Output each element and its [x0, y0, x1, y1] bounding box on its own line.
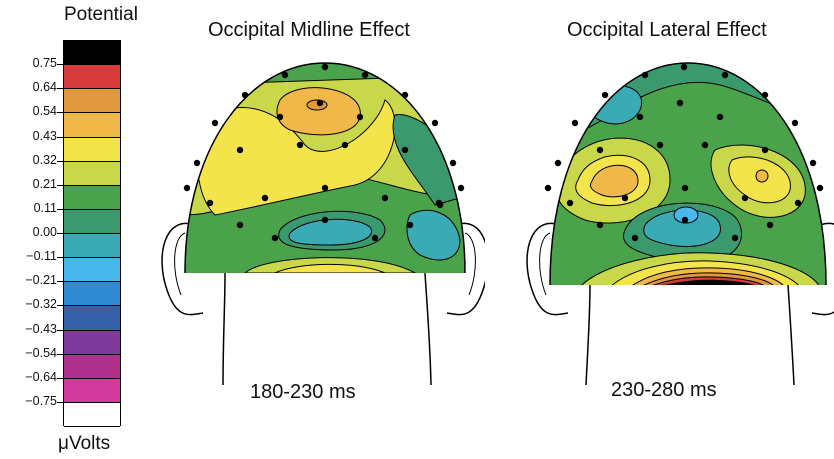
colorbar-tick-mark	[57, 329, 63, 331]
colorbar-tick-mark	[57, 353, 63, 355]
colorbar-tick-label: 0.75	[32, 56, 57, 71]
colorbar-tick-mark	[57, 401, 63, 403]
head-outline	[184, 62, 466, 274]
colorbar-tick-label: 0.21	[32, 176, 57, 191]
electrodes	[544, 63, 824, 242]
colorbar-segment	[64, 65, 120, 90]
colorbar-segment	[64, 330, 120, 355]
colorbar-segment	[64, 234, 120, 259]
colorbar-tick-mark	[57, 64, 63, 66]
colorbar-tick-label: 0.11	[33, 200, 57, 215]
colorbar-segment	[64, 185, 120, 210]
colorbar-segment	[64, 282, 120, 307]
colorbar-tick-mark	[57, 112, 63, 114]
head-outline	[549, 62, 827, 286]
colorbar-tick-label: 0.43	[32, 128, 57, 143]
head-map-midline	[161, 62, 485, 385]
head-map-lateral	[526, 62, 834, 385]
colorbar-tick-label: 0.00	[32, 225, 57, 239]
colorbar-tick-mark	[57, 305, 63, 307]
colorbar-segment	[64, 209, 120, 234]
colorbar-tick-label: −0.75	[25, 393, 57, 408]
colorbar-tick-label: 0.54	[32, 104, 57, 119]
map-title-lateral: Occipital Lateral Effect	[567, 19, 767, 41]
colorbar-tick-label: −0.11	[26, 249, 57, 264]
colorbar-tick-mark	[57, 233, 63, 234]
colorbar-unit: μVolts	[58, 433, 111, 454]
colorbar-tick-mark	[57, 281, 63, 283]
colorbar-segment	[64, 378, 120, 403]
colorbar-tick-mark	[57, 136, 63, 138]
colorbar-tick-mark	[57, 88, 63, 90]
colorbar-tick-mark	[57, 377, 63, 379]
colorbar-segment	[64, 89, 120, 114]
colorbar-title: Potential	[64, 4, 138, 25]
time-label-midline: 180-230 ms	[250, 381, 356, 403]
colorbar-tick-mark	[57, 184, 63, 186]
colorbar-segment	[64, 258, 120, 283]
colorbar-tick-mark	[57, 160, 63, 162]
colorbar-tick-mark	[57, 257, 63, 259]
colorbar-tick-label: −0.32	[25, 297, 57, 312]
colorbar-segment	[64, 354, 120, 379]
colorbar-segment	[64, 137, 120, 162]
colorbar-tick-label: 0.64	[32, 80, 57, 95]
colorbar-segment	[64, 41, 120, 66]
colorbar	[63, 40, 121, 427]
colorbar-segment	[64, 306, 120, 331]
colorbar-segment	[64, 402, 120, 427]
time-label-lateral: 230-280 ms	[611, 379, 717, 401]
colorbar-tick-label: 0.32	[32, 152, 57, 167]
map-title-midline: Occipital Midline Effect	[208, 19, 410, 41]
colorbar-segment	[64, 161, 120, 186]
colorbar-tick-label: −0.43	[25, 321, 57, 336]
colorbar-tick-label: −0.64	[25, 369, 57, 384]
colorbar-segment	[64, 113, 120, 138]
colorbar-tick-mark	[57, 208, 63, 210]
colorbar-tick-label: −0.54	[25, 345, 57, 360]
electrodes	[183, 63, 465, 242]
colorbar-tick-label: −0.21	[25, 273, 57, 288]
